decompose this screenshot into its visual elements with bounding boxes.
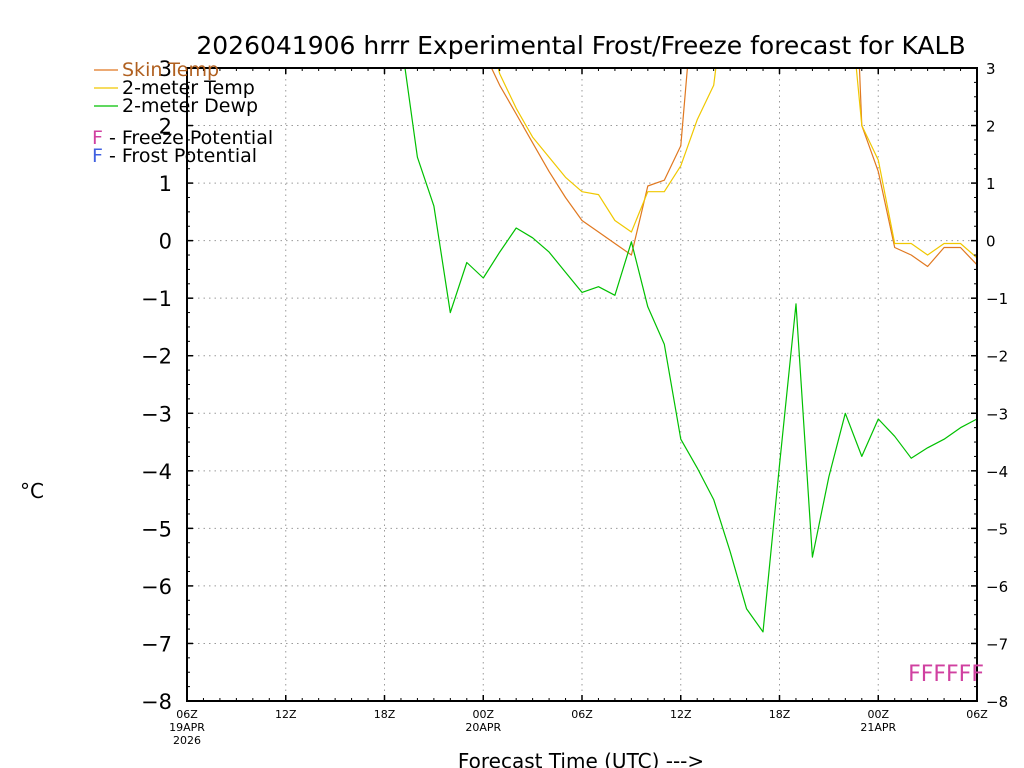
x-tick-label: 18Z [374, 708, 396, 721]
series-group [404, 68, 977, 633]
x-tick-label: 00Z [472, 708, 494, 721]
legend-freeze-potential: F - Freeze Potential [92, 127, 273, 149]
y-tick-label-left: −2 [141, 345, 172, 369]
x-tick-date: 19APR [169, 721, 205, 734]
y-tick-label-left: −5 [141, 517, 172, 541]
y-tick-label-left: −3 [141, 402, 172, 426]
legend: Skin Temp 2-meter Temp 2-meter Dewp F - … [92, 59, 273, 167]
y-tick-label-right: 2 [986, 118, 996, 136]
2m-temp-line [497, 68, 977, 259]
legend-label-2m-dewp: 2-meter Dewp [122, 95, 258, 117]
chart-title: 2026041906 hrrr Experimental Frost/Freez… [196, 31, 965, 60]
legend-freeze-text: - Freeze Potential [103, 127, 273, 149]
x-tick-year: 2026 [173, 734, 201, 747]
gridlines [187, 68, 977, 701]
y-axis-label: °C [20, 479, 44, 503]
y-tick-label-right: −4 [986, 463, 1008, 481]
legend-frost-prefix: F [92, 145, 103, 167]
y-tick-label-left: −6 [141, 575, 172, 599]
x-tick-label: 06Z [571, 708, 593, 721]
legend-label-2m-temp: 2-meter Temp [122, 77, 255, 99]
legend-frost-text: - Frost Potential [103, 145, 257, 167]
y-tick-label-left: −8 [141, 690, 172, 714]
y-tick-label-right: 1 [986, 175, 996, 193]
y-tick-label-left: 2 [159, 115, 172, 139]
legend-frost-potential: F - Frost Potential [92, 145, 257, 167]
y-tick-label-right: −7 [986, 635, 1008, 653]
x-tick-label: 12Z [275, 708, 297, 721]
y-tick-label-right: −6 [986, 578, 1008, 596]
y-tick-label-right: −2 [986, 348, 1008, 366]
legend-label-skin-temp: Skin Temp [122, 59, 219, 81]
y-tick-label-left: −1 [141, 287, 172, 311]
y-tick-label-right: −1 [986, 290, 1008, 308]
y-axis-ticks: −8 −8 −7 −7 −6 −6 −5 −5 −4 −4 −3 −3 −2 −2 −1 −1 0 0 1 1 2 2 3 3 [141, 57, 1008, 714]
y-tick-label-right: −3 [986, 405, 1008, 423]
y-tick-label-left: −4 [141, 460, 172, 484]
x-tick-label: 00Z [867, 708, 889, 721]
y-tick-label-left: 0 [159, 230, 172, 254]
y-tick-label-left: 3 [159, 57, 172, 81]
x-tick-date: 20APR [465, 721, 501, 734]
x-tick-label: 06Z [176, 708, 198, 721]
freeze-potential-flags: FFFFFF [908, 662, 984, 687]
2m-dewp-line [404, 68, 977, 633]
y-tick-label-left: 1 [159, 172, 172, 196]
x-axis-label: Forecast Time (UTC) ---> [458, 749, 704, 768]
y-tick-label-right: 3 [986, 60, 996, 78]
y-tick-label-right: −8 [986, 693, 1008, 711]
x-tick-label: 18Z [769, 708, 791, 721]
x-tick-label: 12Z [670, 708, 692, 721]
x-tick-date: 21APR [860, 721, 896, 734]
y-tick-label-right: −5 [986, 520, 1008, 538]
y-tick-label-right: 0 [986, 233, 996, 251]
skin-temp-line [490, 68, 977, 268]
legend-freeze-prefix: F [92, 127, 103, 149]
x-tick-label: 06Z [966, 708, 988, 721]
y-tick-label-left: −7 [141, 632, 172, 656]
